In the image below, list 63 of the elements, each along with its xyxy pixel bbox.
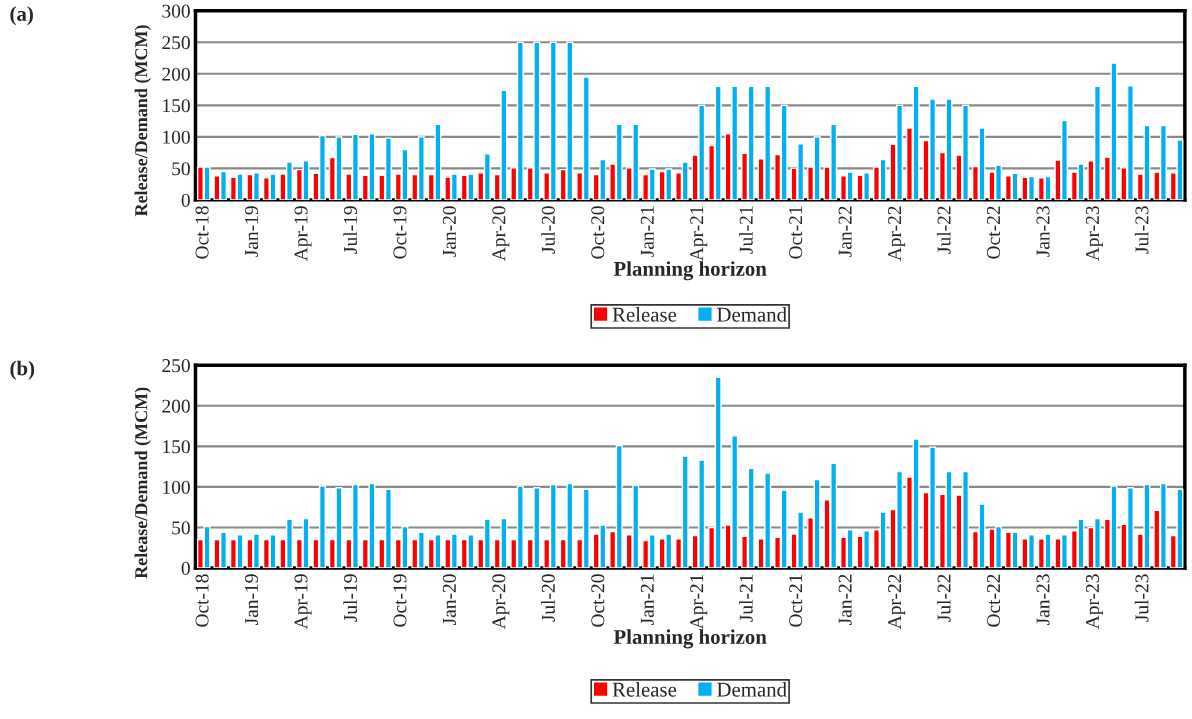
x-tick-label: Jul-21 — [739, 206, 753, 254]
x-tick-label: Oct-19 — [393, 574, 407, 627]
x-tick-label: Apr-21 — [690, 574, 708, 630]
x-axis-title: Planning horizon — [613, 629, 767, 649]
x-tick-label: Oct-20 — [591, 574, 605, 627]
x-tick-label: Oct-21 — [789, 574, 803, 627]
x-tick-label: Oct-20 — [591, 206, 605, 259]
y-tick-label: 200 — [162, 399, 190, 413]
y-tick-label: 300 — [162, 4, 190, 18]
x-tick-label: Jul-23 — [1134, 206, 1149, 254]
x-tick-label: Jan-22 — [838, 574, 852, 625]
x-tick-label: Apr-23 — [1085, 206, 1103, 262]
x-tick-label: Oct-22 — [987, 574, 1001, 627]
x-tick-label: Oct-18 — [195, 206, 209, 259]
x-tick-label: Apr-20 — [492, 206, 510, 262]
x-tick-label: Jul-22 — [936, 574, 951, 622]
x-tick-label: Jan-23 — [1036, 206, 1050, 257]
x-tick-label: Jul-20 — [541, 206, 555, 254]
y-tick-label: 200 — [162, 67, 190, 81]
y-tick-label: 100 — [163, 130, 190, 144]
x-tick-label: Jan-21 — [640, 574, 654, 625]
x-tick-label: Jul-23 — [1134, 574, 1149, 622]
text: (b) — [10, 360, 35, 380]
x-tick-label: Jul-19 — [343, 206, 357, 254]
x-tick-label: Oct-21 — [789, 206, 803, 259]
y-axis-title: Release/Demand (MCM) — [134, 387, 151, 579]
y-tick-label: 50 — [172, 162, 190, 176]
x-tick-label: Oct-22 — [987, 206, 1001, 259]
x-tick-label: Jan-22 — [838, 206, 852, 257]
x-tick-label: Oct-19 — [393, 206, 407, 259]
x-axis-title: Planning horizon — [613, 261, 767, 281]
x-tick-label: Apr-21 — [690, 206, 708, 262]
legend-label: Release — [612, 307, 677, 322]
x-tick-label: Jul-21 — [739, 574, 753, 622]
x-tick-label: Jan-23 — [1036, 574, 1050, 625]
legend-label: Release — [612, 682, 677, 697]
text: (a) — [10, 6, 33, 26]
x-tick-label: Jan-20 — [442, 206, 456, 257]
x-tick-label: Jan-19 — [245, 206, 259, 257]
x-tick-label: Jul-20 — [541, 574, 555, 622]
y-tick-label: 50 — [172, 521, 190, 535]
y-tick-label: 250 — [162, 359, 190, 373]
y-tick-label: 250 — [162, 36, 190, 50]
y-axis-title: Release/Demand (MCM) — [134, 25, 151, 217]
y-tick-label: 0 — [181, 561, 190, 575]
y-tick-label: 0 — [181, 193, 190, 207]
x-tick-label: Jul-19 — [343, 574, 357, 622]
x-tick-label: Apr-22 — [888, 574, 906, 630]
y-tick-label: 150 — [163, 440, 190, 454]
x-tick-label: Apr-20 — [492, 574, 510, 630]
x-tick-label: Jan-19 — [245, 574, 259, 625]
legend-label: Demand — [717, 682, 787, 697]
legend-label: Demand — [717, 307, 787, 322]
x-tick-label: Apr-19 — [294, 574, 312, 630]
x-tick-label: Jan-21 — [640, 206, 654, 257]
x-tick-label: Jan-20 — [442, 574, 456, 625]
x-tick-label: Apr-19 — [294, 206, 312, 262]
x-tick-label: Apr-22 — [888, 206, 906, 262]
x-tick-label: Jul-22 — [936, 206, 951, 254]
x-tick-label: Apr-23 — [1085, 574, 1103, 630]
y-tick-label: 150 — [163, 99, 190, 113]
y-tick-label: 100 — [163, 480, 190, 494]
x-tick-label: Oct-18 — [195, 574, 209, 627]
